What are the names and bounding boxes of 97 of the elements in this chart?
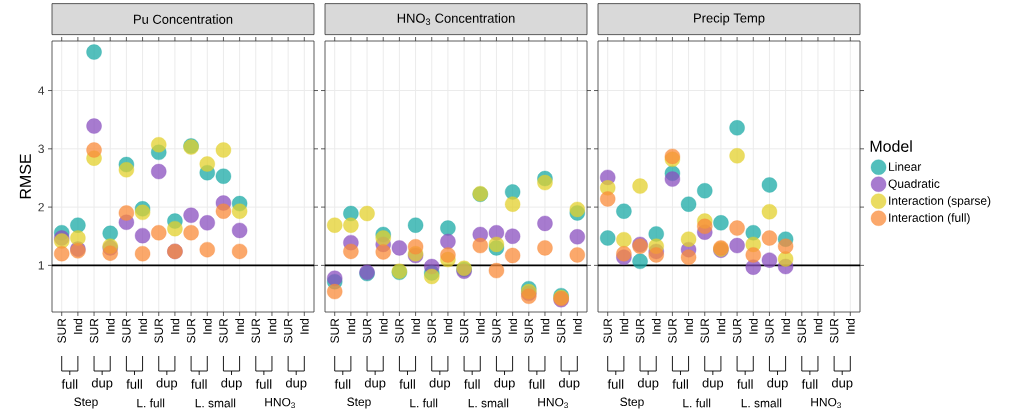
x-tick-label: SUR [330, 318, 339, 343]
text: dup [637, 377, 659, 391]
x-tick-label: Ind [475, 318, 485, 334]
text: dup [558, 377, 580, 391]
text: dup [221, 377, 242, 391]
x-tick-label: SUR [603, 318, 612, 343]
x-tick-label: SUR [219, 318, 228, 343]
text: Step [620, 397, 644, 409]
x-tick-label: SUR [700, 318, 709, 343]
text: dup [767, 377, 788, 391]
text: full [61, 379, 78, 389]
text: full [737, 379, 753, 389]
y-tick-label: 2 [38, 202, 44, 212]
text: L. small [468, 398, 509, 408]
x-tick-label: Ind [813, 318, 823, 334]
legend-label: Linear [889, 162, 922, 171]
x-tick-label: SUR [635, 318, 645, 343]
x-tick-label: SUR [459, 318, 469, 343]
text: full [126, 379, 142, 389]
x-tick-label: Ind [267, 318, 277, 334]
legend-title: Model [870, 140, 912, 152]
text: full [191, 379, 207, 389]
text: dup [91, 377, 113, 391]
x-tick-label: Ind [845, 318, 855, 334]
text: Step [347, 397, 371, 409]
y-axis-title: RMSE [19, 154, 31, 199]
x-tick-label: Ind [378, 318, 388, 334]
text: L. full [410, 398, 438, 408]
text: HNO$_{3}$ [265, 397, 295, 409]
chart-title: Precip Temp [694, 13, 765, 26]
x-tick-label: Ind [443, 318, 453, 334]
text: full [255, 379, 272, 389]
text: full [672, 379, 688, 389]
x-tick-label: SUR [362, 318, 372, 343]
text: HNO$_{3}$ [811, 397, 841, 409]
y-tick-label: 3 [38, 144, 44, 154]
text: L. small [195, 398, 236, 408]
chart-title: HNO$_{3}$ Concentration [397, 13, 515, 25]
text: Step [74, 397, 98, 409]
x-tick-label: Ind [684, 318, 693, 334]
y-tick-label: 4 [38, 86, 45, 95]
x-tick-label: SUR [283, 318, 293, 343]
x-tick-label: SUR [154, 318, 163, 343]
x-tick-label: SUR [668, 318, 677, 343]
legend-label: Interaction (sparse) [889, 196, 991, 208]
x-tick-label: SUR [829, 318, 839, 343]
x-tick-label: Ind [346, 318, 356, 334]
x-tick-label: Ind [105, 318, 115, 334]
x-tick-label: SUR [57, 318, 66, 343]
x-tick-label: Ind [235, 318, 244, 334]
x-tick-label: Ind [572, 318, 582, 334]
x-tick-label: Ind [411, 318, 420, 334]
text: dup [494, 377, 515, 391]
x-tick-label: Ind [651, 318, 661, 334]
x-tick-label: SUR [556, 318, 566, 343]
x-tick-label: SUR [251, 318, 261, 343]
text: L. full [683, 398, 711, 408]
x-tick-label: Ind [540, 318, 550, 334]
x-tick-label: SUR [186, 318, 196, 343]
text: L. full [137, 398, 165, 408]
x-tick-label: Ind [73, 318, 83, 334]
legend-label: Quadratic [888, 179, 940, 191]
chart-title: Pu Concentration [134, 14, 233, 24]
x-tick-label: Ind [781, 318, 790, 334]
text: dup [285, 377, 307, 391]
text: full [528, 379, 545, 389]
text: full [464, 379, 480, 389]
x-tick-label: SUR [524, 318, 534, 343]
text: dup [429, 377, 451, 391]
x-tick-label: SUR [797, 318, 807, 343]
x-tick-label: Ind [138, 318, 147, 334]
y-tick-label: 1 [38, 261, 44, 270]
x-tick-label: Ind [202, 318, 212, 334]
text: full [801, 379, 818, 389]
text: full [607, 379, 624, 389]
x-tick-label: SUR [732, 318, 742, 343]
x-tick-label: Ind [299, 318, 309, 334]
text: full [399, 379, 415, 389]
x-tick-label: SUR [395, 318, 404, 343]
text: dup [364, 377, 386, 391]
x-tick-label: Ind [748, 318, 758, 334]
x-tick-label: Ind [716, 318, 726, 334]
x-tick-label: Ind [619, 318, 629, 334]
x-tick-label: SUR [765, 318, 774, 343]
x-tick-label: SUR [492, 318, 501, 343]
x-tick-label: SUR [122, 318, 131, 343]
text: dup [156, 377, 178, 391]
text: full [334, 379, 351, 389]
text: HNO$_{3}$ [538, 397, 568, 409]
legend-label: Interaction (full) [889, 213, 970, 225]
x-tick-label: SUR [427, 318, 436, 343]
text: L. small [741, 398, 782, 408]
x-tick-label: Ind [170, 318, 180, 334]
text: dup [702, 377, 724, 391]
text: dup [831, 377, 853, 391]
x-tick-label: SUR [89, 318, 99, 343]
x-tick-label: Ind [508, 318, 517, 334]
